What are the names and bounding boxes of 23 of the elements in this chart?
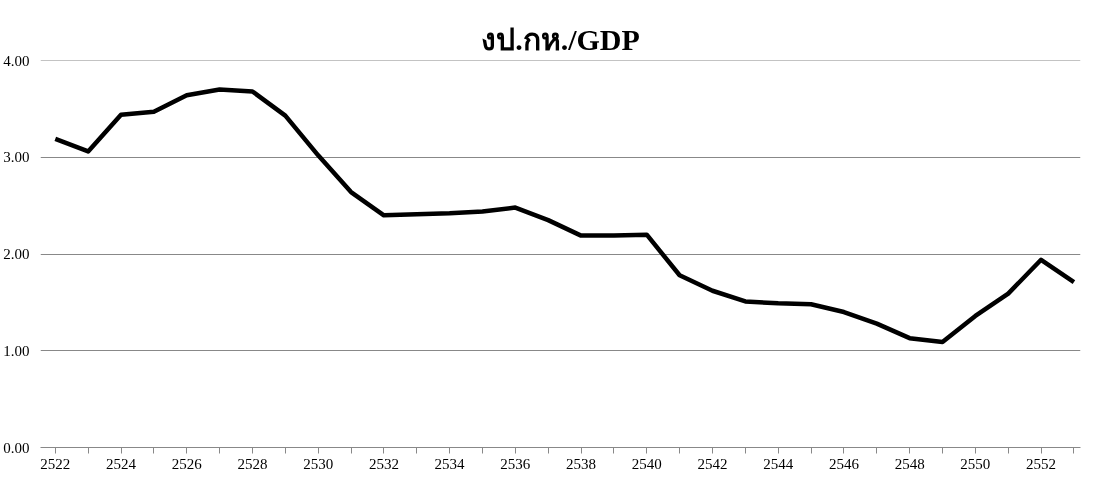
x-tick-label: 2524 bbox=[106, 455, 137, 472]
x-tick-label: 2548 bbox=[894, 455, 925, 472]
y-tick-label: 0.00 bbox=[3, 439, 30, 456]
x-tick-label: 2546 bbox=[828, 455, 860, 472]
y-tick-label: 2.00 bbox=[3, 246, 30, 262]
x-tick-label: 2522 bbox=[40, 455, 71, 472]
y-tick-label: 4.00 bbox=[3, 52, 30, 69]
x-tick-label: 2528 bbox=[237, 455, 268, 472]
y-tick-label: 3.00 bbox=[3, 149, 30, 166]
x-tick-label: 2540 bbox=[631, 455, 662, 472]
x-tick-label: 2544 bbox=[763, 455, 794, 472]
line-series bbox=[53, 87, 1077, 345]
x-tick-label: 2534 bbox=[434, 455, 466, 472]
x-tick-label: 2526 bbox=[171, 455, 203, 472]
chart-title: งป.กห./GDP bbox=[481, 22, 640, 56]
x-tick-label: 2536 bbox=[500, 455, 531, 472]
x-tick-label: 2530 bbox=[303, 455, 334, 472]
x-tick-label: 2542 bbox=[697, 455, 728, 472]
x-tick-label: 2552 bbox=[1026, 455, 1057, 472]
y-tick-label: 1.00 bbox=[3, 342, 30, 359]
x-tick-label: 2538 bbox=[566, 455, 597, 472]
x-tick-label: 2550 bbox=[960, 455, 991, 472]
x-tick-label: 2532 bbox=[368, 455, 399, 472]
